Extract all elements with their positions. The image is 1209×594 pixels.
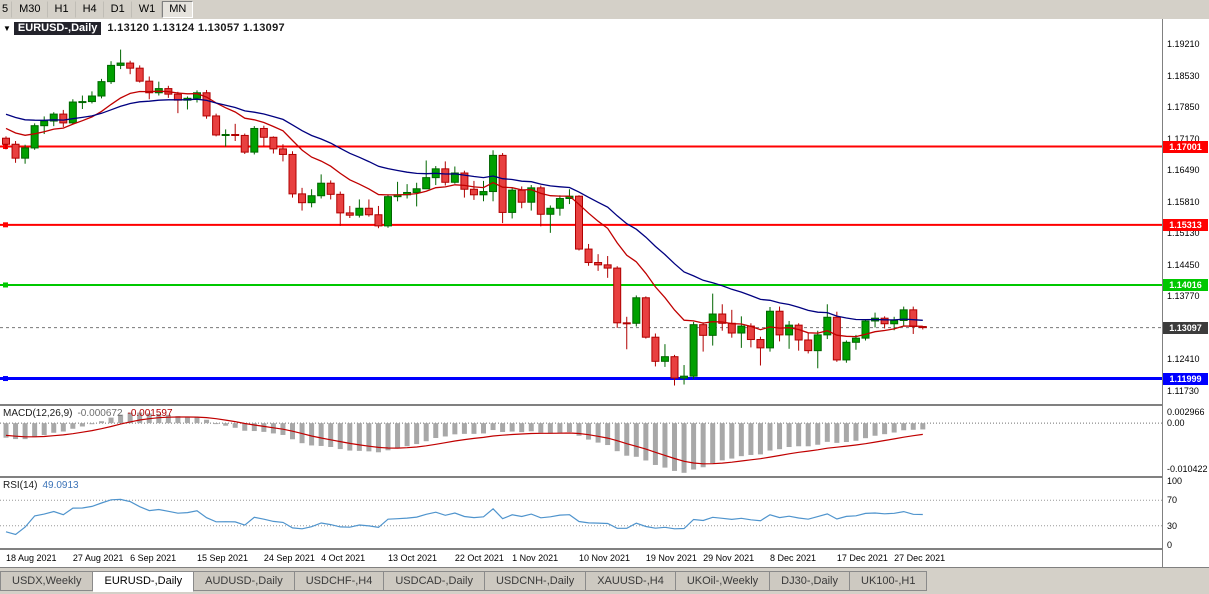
timeframe-toolbar: 5 M30 H1 H4 D1 W1 MN (0, 0, 1209, 20)
chart-tab-usdcnh-daily[interactable]: USDCNH-,Daily (484, 571, 587, 591)
line-handle[interactable] (3, 376, 8, 382)
price-tag-1.17001: 1.17001 (1163, 140, 1208, 153)
line-handle[interactable] (3, 282, 8, 288)
price-tag-1.11999: 1.11999 (1163, 372, 1208, 385)
ma-slow-line[interactable] (5, 98, 923, 321)
chart-ohlc-header: ▼ EURUSD-,Daily 1.13120 1.13124 1.13057 1.… (3, 22, 285, 35)
chart-tab-usdchf-h4[interactable]: USDCHF-,H4 (294, 571, 385, 591)
rsi-value: 49.0913 (42, 480, 79, 491)
chart-tab-uk100-h1[interactable]: UK100-,H1 (850, 571, 928, 591)
date-label: 19 Nov 2021 (645, 553, 697, 563)
axis-price-label: 1.19210 (1167, 39, 1200, 50)
macd-signal-line (5, 416, 923, 465)
date-label: 18 Aug 2021 (6, 553, 57, 563)
timeframe-button-H4[interactable]: H4 (76, 1, 104, 18)
rsi-axis-label: 0 (1167, 540, 1173, 550)
macd-axis-label: -0.010422 (1167, 464, 1208, 474)
chart-tab-eurusd-daily[interactable]: EURUSD-,Daily (93, 571, 195, 592)
axis-price-label: 1.11730 (1167, 386, 1199, 396)
macd-main-value: -0.000672 (77, 408, 123, 419)
chart-tab-usdx-weekly[interactable]: USDX,Weekly (0, 571, 94, 591)
date-label: 22 Oct 2021 (454, 553, 504, 563)
axis-price-label: 1.12410 (1167, 354, 1200, 365)
axis-price-label: 1.17170 (1167, 133, 1200, 144)
axis-price-label: 1.14450 (1167, 259, 1200, 270)
candlesticks (2, 49, 927, 386)
chart-ohlc-values: 1.13120 1.13124 1.13057 1.13097 (107, 22, 285, 34)
timeframe-button-5[interactable]: 5 (0, 1, 13, 18)
pane-separator[interactable] (0, 476, 1209, 478)
date-label: 6 Sep 2021 (130, 553, 177, 563)
price-chart-pane[interactable] (0, 19, 1162, 404)
date-label: 15 Sep 2021 (197, 553, 249, 563)
macd-axis-label: 0.002966 (1167, 407, 1205, 417)
chart-symbol-label: EURUSD-,Daily (13, 22, 102, 35)
date-label: 27 Aug 2021 (72, 553, 124, 563)
price-tag-1.15313: 1.15313 (1163, 218, 1208, 231)
axis-price-label: 1.18530 (1167, 70, 1200, 81)
axis-price-label: 1.15810 (1167, 196, 1200, 207)
timeframe-button-H1[interactable]: H1 (48, 1, 76, 18)
date-label: 10 Nov 2021 (579, 553, 631, 563)
rsi-indicator-pane[interactable] (0, 478, 1162, 548)
axis-price-label: 1.16490 (1167, 165, 1200, 176)
date-label: 8 Dec 2021 (770, 553, 817, 563)
pane-separator[interactable] (0, 548, 1209, 550)
ma-fast-line[interactable] (5, 90, 923, 338)
rsi-title: RSI(14) (3, 480, 38, 491)
chart-tab-xauusd-h4[interactable]: XAUUSD-,H4 (586, 571, 676, 591)
rsi-axis-label: 30 (1167, 520, 1178, 531)
date-label: 1 Nov 2021 (512, 553, 559, 563)
rsi-axis-label: 70 (1167, 495, 1178, 506)
date-axis[interactable]: 18 Aug 2021 27 Aug 2021 6 Sep 2021 15 Sep 2… (0, 550, 1162, 567)
price-tag-1.14016: 1.14016 (1163, 278, 1208, 291)
chart-tabs-bar: USDX,Weekly EURUSD-,Daily AUDUSD-,Daily USD… (0, 567, 1209, 594)
rsi-label: RSI(14) 49.0913 (3, 480, 79, 491)
chart-tab-dj30-daily[interactable]: DJ30-,Daily (770, 571, 851, 591)
chart-tab-audusd-daily[interactable]: AUDUSD-,Daily (194, 571, 295, 591)
date-label: 27 Dec 2021 (894, 553, 946, 563)
collapse-arrow-icon[interactable]: ▼ (3, 24, 11, 33)
chart-region: ▼ EURUSD-,Daily 1.13120 1.13124 1.13057 1.… (0, 19, 1209, 567)
macd-histogram (3, 412, 926, 473)
rsi-line (5, 498, 923, 536)
line-handle[interactable] (3, 222, 8, 228)
date-label: 17 Dec 2021 (836, 553, 888, 563)
timeframe-button-M30[interactable]: M30 (12, 1, 48, 18)
timeframe-button-W1[interactable]: W1 (132, 1, 163, 18)
price-axis[interactable]: 1.19210 1.18530 1.17850 1.17170 1.16490 1.158… (1163, 19, 1209, 567)
date-label: 24 Sep 2021 (263, 553, 315, 563)
macd-title: MACD(12,26,9) (3, 408, 73, 419)
chart-tab-ukoil-weekly[interactable]: UKOil-,Weekly (675, 571, 771, 591)
chart-tab-usdcad-daily[interactable]: USDCAD-,Daily (384, 571, 485, 591)
axis-price-label: 1.17850 (1167, 102, 1200, 113)
axis-price-label: 1.15130 (1167, 228, 1200, 239)
date-label: 29 Nov 2021 (703, 553, 755, 563)
axis-divider (1162, 19, 1163, 567)
timeframe-button-MN[interactable]: MN (162, 1, 194, 18)
date-label: 4 Oct 2021 (321, 553, 366, 563)
rsi-axis-label: 100 (1167, 476, 1183, 486)
macd-label: MACD(12,26,9) -0.000672 -0.001597 (3, 408, 173, 419)
macd-axis-label: 0.00 (1167, 418, 1185, 429)
pane-separator[interactable] (0, 404, 1209, 406)
macd-indicator-pane[interactable] (0, 406, 1162, 476)
date-label: 13 Oct 2021 (388, 553, 438, 563)
macd-signal-value: -0.001597 (127, 408, 173, 419)
timeframe-button-D1[interactable]: D1 (104, 1, 132, 18)
axis-price-label: 1.13770 (1167, 291, 1200, 302)
current-price-tag: 1.13097 (1163, 321, 1208, 334)
